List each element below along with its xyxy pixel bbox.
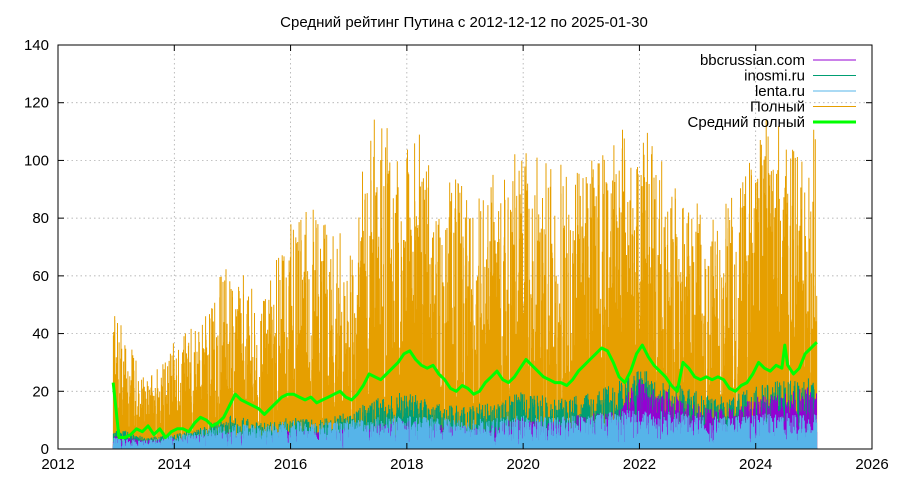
x-tick-label: 2022	[623, 456, 656, 473]
series-4-line	[111, 341, 818, 439]
y-tick-label: 140	[24, 37, 49, 54]
legend-label: Средний полный	[688, 114, 805, 131]
x-tick-label: 2016	[274, 456, 307, 473]
legend-label: bbcrussian.com	[700, 52, 805, 69]
x-tick-label: 2020	[506, 456, 539, 473]
line-series	[111, 341, 818, 439]
chart-title: Средний рейтинг Путина с 2012-12-12 по 2…	[280, 14, 648, 31]
series-3-spikes	[112, 119, 818, 449]
y-tick-label: 80	[32, 210, 49, 227]
series-3-bars	[112, 119, 818, 449]
x-tick-label: 2018	[390, 456, 423, 473]
spike-series	[112, 119, 818, 449]
y-tick-label: 120	[24, 95, 49, 112]
legend-label: lenta.ru	[755, 83, 805, 100]
y-tick-label: 60	[32, 268, 49, 285]
x-tick-label: 2026	[855, 456, 888, 473]
legend: bbcrussian.cominosmi.rulenta.ruПолныйСре…	[688, 52, 856, 131]
plot-frame	[57, 44, 873, 450]
y-tick-label: 20	[32, 383, 49, 400]
y-tick-label: 40	[32, 326, 49, 343]
axes: 0 20 40 60 80 100 120 140 2012 2014 2016 2018 2020 20…	[24, 37, 889, 473]
x-tick-label: 2012	[41, 456, 74, 473]
y-tick-label: 100	[24, 152, 49, 169]
legend-label: Полный	[750, 99, 805, 116]
legend-label: inosmi.ru	[744, 68, 805, 85]
y-tick-label: 0	[41, 441, 49, 458]
x-tick-label: 2014	[158, 456, 191, 473]
x-tick-label: 2024	[739, 456, 772, 473]
